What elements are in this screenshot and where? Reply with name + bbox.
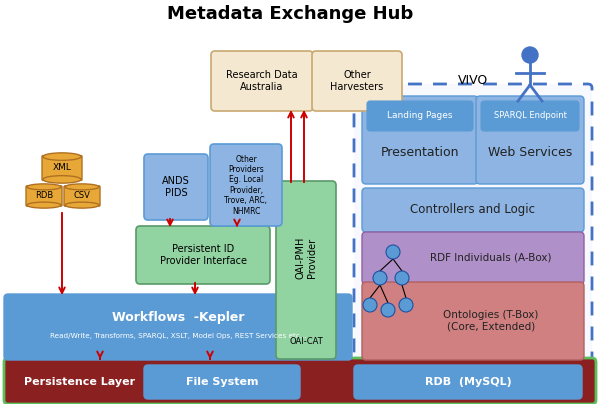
Text: Persistent ID
Provider Interface: Persistent ID Provider Interface	[160, 244, 247, 266]
FancyBboxPatch shape	[211, 51, 313, 111]
Ellipse shape	[65, 184, 99, 190]
Text: SPARQL Endpoint: SPARQL Endpoint	[494, 112, 566, 120]
Circle shape	[373, 271, 387, 285]
Circle shape	[386, 245, 400, 259]
FancyBboxPatch shape	[354, 84, 592, 372]
FancyBboxPatch shape	[4, 358, 596, 404]
FancyBboxPatch shape	[136, 226, 270, 284]
Circle shape	[363, 298, 377, 312]
Text: OAI-PMH
Provider: OAI-PMH Provider	[295, 237, 317, 279]
Ellipse shape	[27, 184, 61, 190]
Circle shape	[381, 303, 395, 317]
Text: Other
Providers
Eg. Local
Provider,
Trove, ARC,
NHMRC: Other Providers Eg. Local Provider, Trov…	[224, 154, 268, 215]
Ellipse shape	[43, 176, 81, 183]
Text: XML: XML	[53, 164, 71, 173]
FancyBboxPatch shape	[144, 154, 208, 220]
FancyBboxPatch shape	[476, 96, 584, 184]
FancyBboxPatch shape	[144, 365, 300, 399]
Text: Landing Pages: Landing Pages	[387, 112, 453, 120]
FancyBboxPatch shape	[362, 232, 584, 284]
Text: Other
Harvesters: Other Harvesters	[331, 70, 383, 92]
Text: RDB: RDB	[35, 191, 53, 200]
FancyBboxPatch shape	[64, 186, 100, 206]
FancyBboxPatch shape	[362, 282, 584, 360]
FancyBboxPatch shape	[42, 156, 82, 181]
Circle shape	[522, 47, 538, 63]
Text: VIVO: VIVO	[458, 74, 488, 86]
FancyBboxPatch shape	[210, 144, 282, 226]
Text: Web Services: Web Services	[488, 145, 572, 158]
FancyBboxPatch shape	[354, 365, 582, 399]
Ellipse shape	[43, 153, 81, 160]
Text: Workflows  -Kepler: Workflows -Kepler	[112, 311, 244, 324]
Text: Ontologies (T-Box)
(Core, Extended): Ontologies (T-Box) (Core, Extended)	[443, 310, 539, 332]
Text: Read/Write, Transforms, SPARQL, XSLT, Model Ops, REST Services etc...: Read/Write, Transforms, SPARQL, XSLT, Mo…	[50, 333, 307, 339]
Text: Presentation: Presentation	[381, 145, 459, 158]
Circle shape	[395, 271, 409, 285]
Text: Controllers and Logic: Controllers and Logic	[410, 204, 536, 217]
FancyBboxPatch shape	[4, 294, 352, 360]
Text: OAI-CAT: OAI-CAT	[289, 337, 323, 345]
FancyBboxPatch shape	[26, 186, 62, 206]
Text: Metadata Exchange Hub: Metadata Exchange Hub	[167, 5, 413, 23]
Ellipse shape	[65, 202, 99, 208]
FancyBboxPatch shape	[312, 51, 402, 111]
Text: CSV: CSV	[74, 191, 91, 200]
FancyBboxPatch shape	[362, 96, 478, 184]
Circle shape	[399, 298, 413, 312]
Text: RDB  (MySQL): RDB (MySQL)	[425, 377, 511, 387]
FancyBboxPatch shape	[276, 181, 336, 359]
Ellipse shape	[27, 202, 61, 208]
FancyBboxPatch shape	[481, 101, 579, 131]
Text: ANDS
PIDS: ANDS PIDS	[162, 176, 190, 198]
Text: File System: File System	[186, 377, 258, 387]
Text: Research Data
Australia: Research Data Australia	[226, 70, 298, 92]
FancyBboxPatch shape	[362, 188, 584, 232]
Text: RDF Individuals (A-Box): RDF Individuals (A-Box)	[430, 253, 552, 263]
Text: Persistence Layer: Persistence Layer	[25, 377, 136, 387]
FancyBboxPatch shape	[367, 101, 473, 131]
